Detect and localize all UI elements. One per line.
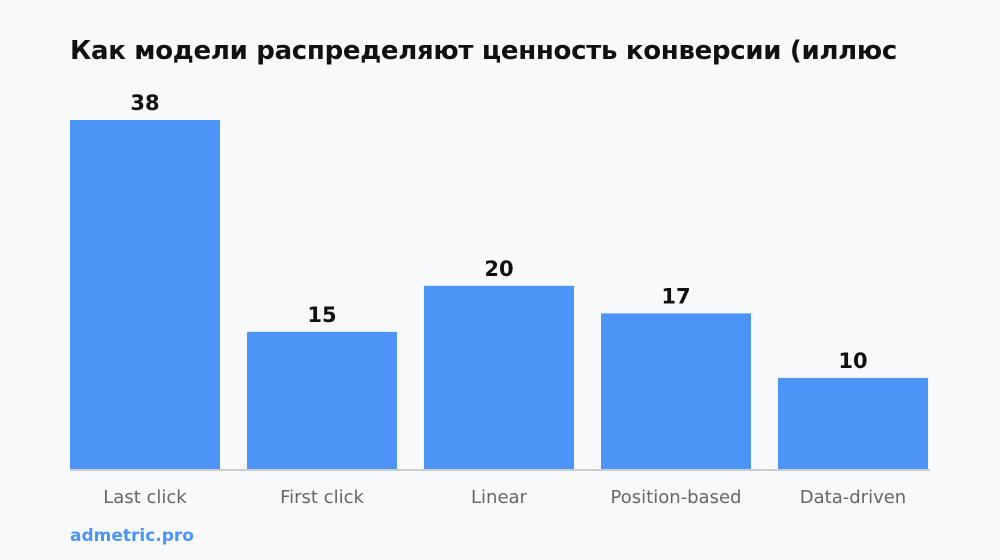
- brand-footer[interactable]: admetric.pro: [70, 526, 194, 546]
- category-label-data-driven: Data-driven: [800, 487, 906, 508]
- bar-data-driven: [778, 377, 928, 470]
- value-label-linear: 20: [484, 257, 513, 281]
- bar-linear: [424, 285, 574, 470]
- value-label-first-click: 15: [307, 303, 336, 327]
- category-label-position-based: Position-based: [611, 487, 742, 508]
- category-labels-group: Last click First click Linear Position-base…: [103, 487, 906, 508]
- bar-position-based: [601, 313, 751, 470]
- bars-group: [70, 120, 928, 470]
- category-label-first-click: First click: [280, 487, 364, 508]
- value-label-data-driven: 10: [838, 349, 867, 373]
- category-label-last-click: Last click: [103, 487, 187, 508]
- value-label-position-based: 17: [661, 284, 690, 308]
- value-labels-group: 38 15 20 17 10: [130, 91, 867, 373]
- value-label-last-click: 38: [130, 91, 159, 115]
- bar-last-click: [70, 120, 220, 470]
- category-label-linear: Linear: [471, 487, 528, 508]
- chart-title: Как модели распределяют ценность конверс…: [70, 36, 898, 66]
- bar-first-click: [247, 331, 397, 470]
